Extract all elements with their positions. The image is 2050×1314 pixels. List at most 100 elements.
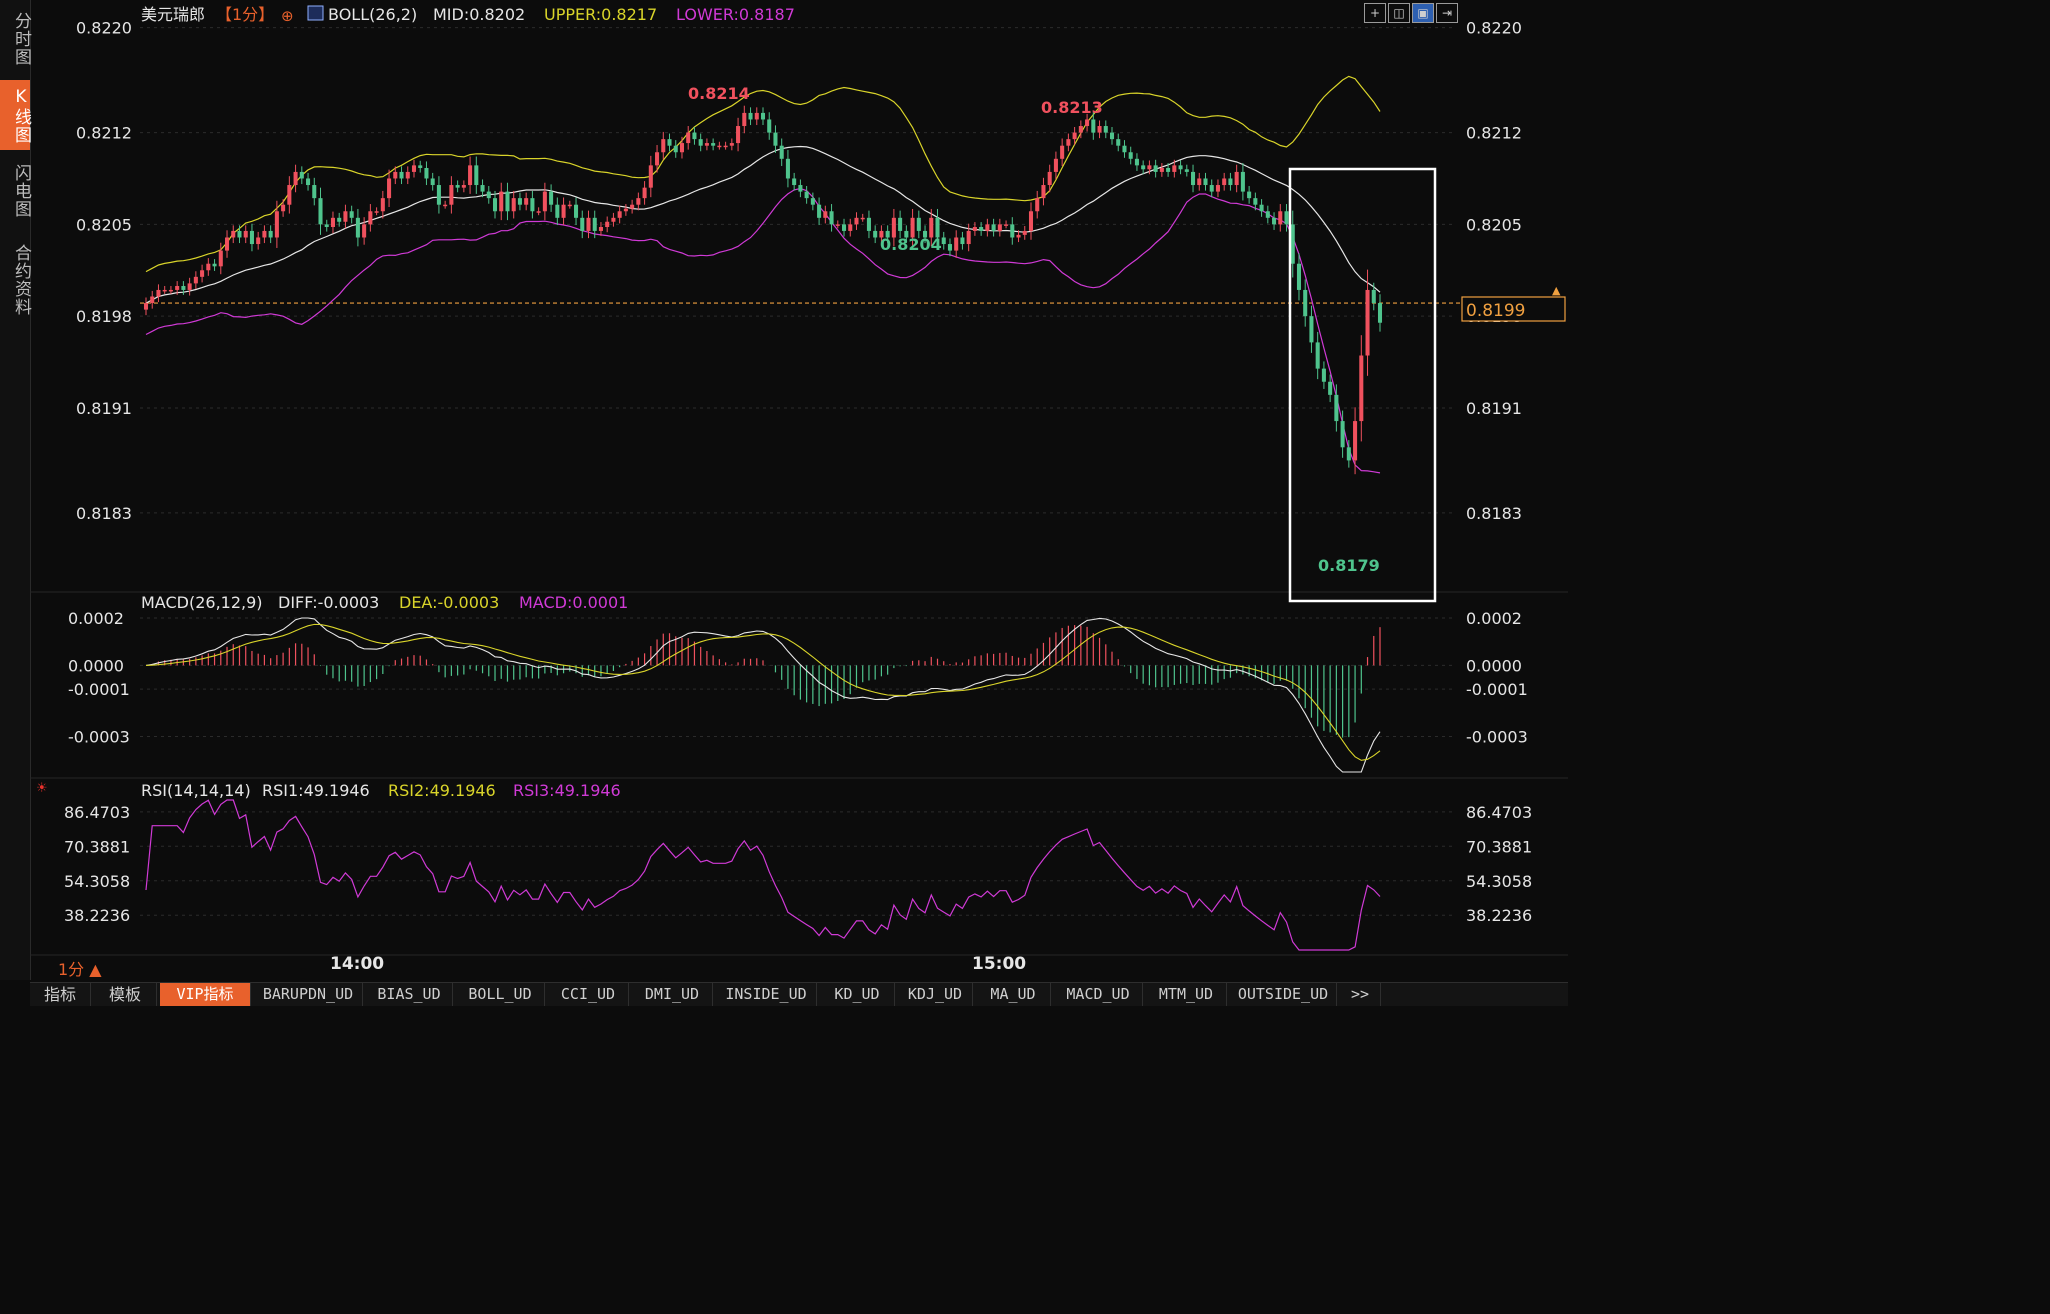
indicator-tab[interactable]: INSIDE_UD: [716, 983, 817, 1006]
indicator-tab[interactable]: CCI_UD: [548, 983, 629, 1006]
indicator-tab[interactable]: 指标: [30, 983, 91, 1006]
candle-body: [574, 205, 578, 218]
candle-body: [643, 188, 647, 198]
candle-body: [780, 146, 784, 159]
candle-body: [144, 303, 148, 310]
tab-kline-chart[interactable]: K线图: [0, 80, 30, 150]
y-tick-label: 0.8183: [1466, 504, 1522, 523]
scroll-end-button[interactable]: ⇥: [1436, 3, 1458, 23]
candle-body: [711, 143, 715, 146]
candle-body: [1328, 382, 1332, 395]
candle-body: [1291, 224, 1295, 263]
boll-lower-line: [146, 189, 1380, 473]
indicator-tab[interactable]: DMI_UD: [632, 983, 713, 1006]
indicator-tab[interactable]: >>: [1340, 983, 1381, 1006]
indicator-tab[interactable]: 模板: [94, 983, 157, 1006]
indicator-tab[interactable]: KDJ_UD: [898, 983, 973, 1006]
sun-icon[interactable]: ☀: [36, 781, 48, 796]
candle-body: [300, 172, 304, 179]
candle-body: [1073, 133, 1077, 140]
candle-body: [487, 192, 491, 199]
layout-button[interactable]: ◫: [1388, 3, 1410, 23]
candle-body: [661, 139, 665, 152]
candle-body: [649, 165, 653, 187]
candle-body: [1041, 185, 1045, 198]
candle-body: [580, 218, 584, 231]
boll-upper: UPPER:0.8217: [544, 5, 657, 24]
candle-body: [1253, 198, 1257, 205]
candle-body: [318, 198, 322, 224]
indicator-settings-icon[interactable]: [308, 6, 323, 20]
candle-body: [605, 222, 609, 227]
candle-body: [1035, 198, 1039, 211]
high-annotation: 0.8213: [1041, 98, 1103, 117]
y-tick-label: -0.0001: [68, 680, 130, 699]
candle-body: [1116, 139, 1120, 146]
candle-body: [362, 224, 366, 237]
zoom-in-button[interactable]: +: [1364, 3, 1386, 23]
candle-body: [1091, 119, 1095, 132]
y-tick-label: 0.0002: [68, 609, 124, 628]
crosshair-icon[interactable]: ⊕: [281, 7, 294, 25]
candle-body: [287, 185, 291, 205]
indicator-tab[interactable]: VIP指标: [160, 983, 251, 1006]
candle-body: [474, 165, 478, 185]
tab-contract-info[interactable]: 合约资料: [0, 234, 30, 326]
candle-body: [1172, 165, 1176, 172]
y-tick-label: 0.0000: [1466, 656, 1522, 675]
macd-panel: [146, 618, 1380, 772]
candle-body: [1372, 290, 1376, 303]
candle-body: [1122, 146, 1126, 153]
candle-body: [219, 251, 223, 267]
tab-timeshare-chart[interactable]: 分时图: [0, 4, 30, 74]
indicator-tab[interactable]: BARUPDN_UD: [254, 983, 363, 1006]
period-selector[interactable]: 1分 ▲: [58, 956, 102, 980]
tab-flash-chart[interactable]: 闪电图: [0, 156, 30, 226]
candle-body: [593, 218, 597, 231]
candle-body: [736, 126, 740, 143]
candle-body: [181, 286, 185, 290]
candle-body: [1272, 218, 1276, 225]
x-tick-label: 14:00: [330, 954, 384, 974]
high-annotation: 0.8214: [688, 84, 750, 103]
candle-body: [1010, 224, 1014, 237]
candle-body: [724, 146, 728, 148]
price-marker-icon: ▲: [1552, 284, 1561, 297]
candle-body: [424, 168, 428, 178]
boll-lower: LOWER:0.8187: [676, 5, 795, 24]
indicator-tab[interactable]: BOLL_UD: [456, 983, 545, 1006]
candle-body: [456, 185, 460, 188]
candle-body: [861, 218, 865, 220]
candle-body: [412, 165, 416, 172]
macd-value: MACD:0.0001: [519, 593, 628, 612]
candle-body: [618, 211, 622, 218]
candle-body: [225, 237, 229, 250]
candle-body: [449, 185, 453, 205]
candle-body: [749, 113, 753, 120]
candle-body: [493, 198, 497, 211]
candle-body: [786, 159, 790, 179]
y-tick-label: 0.8220: [76, 19, 132, 38]
candle-body: [630, 205, 634, 209]
period-label: 1分: [58, 960, 84, 979]
candle-body: [1309, 316, 1313, 342]
indicator-tab[interactable]: MACD_UD: [1054, 983, 1143, 1006]
candle-body: [213, 264, 217, 267]
indicator-tab[interactable]: BIAS_UD: [366, 983, 453, 1006]
y-tick-label: 54.3058: [64, 872, 130, 891]
candle-body: [381, 198, 385, 211]
candle-body: [555, 205, 559, 218]
candle-body: [1260, 205, 1264, 212]
candle-body: [1029, 211, 1033, 231]
indicator-tab[interactable]: MA_UD: [976, 983, 1051, 1006]
candle-body: [1247, 192, 1251, 199]
indicator-tab[interactable]: OUTSIDE_UD: [1230, 983, 1337, 1006]
candle-body: [1347, 447, 1351, 460]
boll-mid: MID:0.8202: [433, 5, 525, 24]
candle-mode-button[interactable]: ▣: [1412, 3, 1434, 23]
y-tick-label: 0.0000: [68, 656, 124, 675]
candle-body: [705, 143, 709, 146]
indicator-tab[interactable]: KD_UD: [820, 983, 895, 1006]
candle-body: [543, 192, 547, 212]
indicator-tab[interactable]: MTM_UD: [1146, 983, 1227, 1006]
